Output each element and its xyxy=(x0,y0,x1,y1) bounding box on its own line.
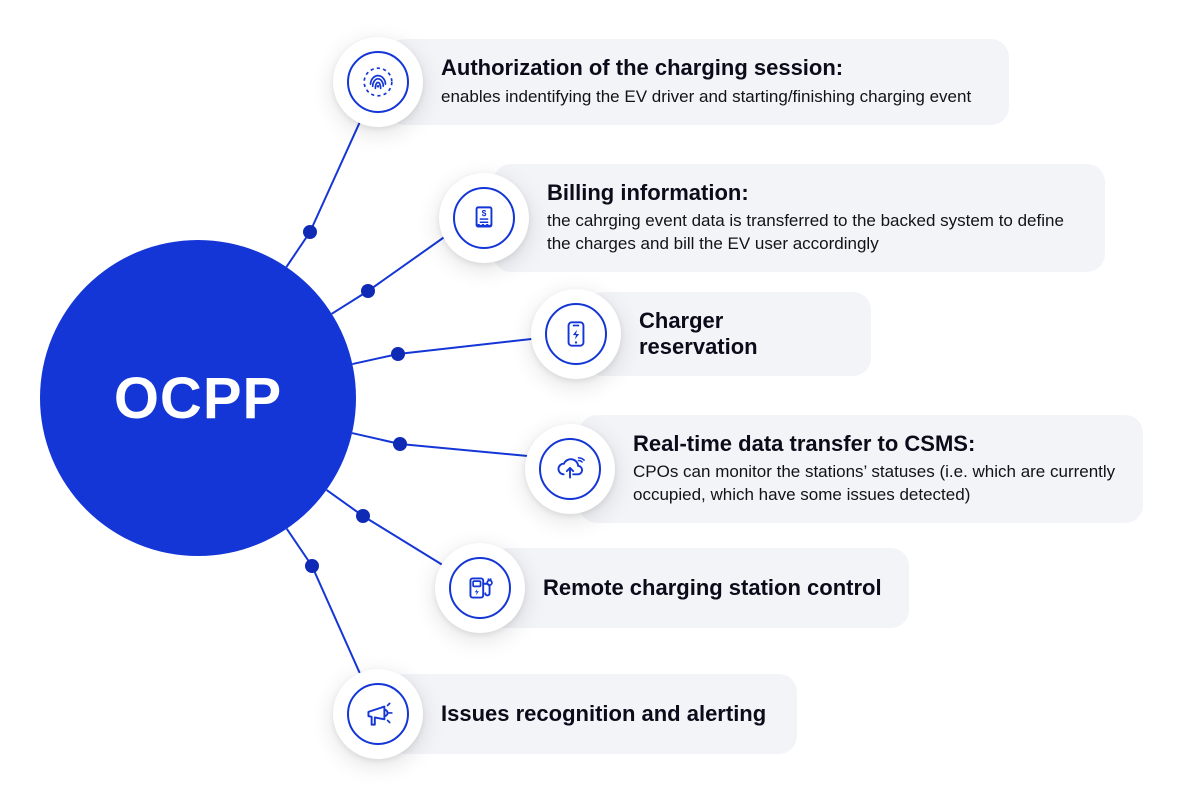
feature-card: Charger reservation xyxy=(585,292,871,377)
feature-desc: CPOs can monitor the stations’ statuses … xyxy=(633,461,1117,507)
connector-dot xyxy=(393,437,407,451)
feature-title: Charger reservation xyxy=(639,308,845,361)
feature-billing: $ Billing information: the cahrging event … xyxy=(439,164,1105,272)
feature-authorization: Authorization of the charging session: en… xyxy=(333,37,1009,127)
connector-dot xyxy=(303,225,317,239)
megaphone-icon xyxy=(333,669,423,759)
feature-title: Remote charging station control xyxy=(543,575,883,601)
feature-title: Real-time data transfer to CSMS: xyxy=(633,431,1117,457)
svg-text:$: $ xyxy=(482,208,487,218)
feature-reservation: Charger reservation xyxy=(531,289,871,379)
cloud-up-icon xyxy=(525,424,615,514)
feature-desc: enables indentifying the EV driver and s… xyxy=(441,86,983,109)
feature-title: Billing information: xyxy=(547,180,1079,206)
feature-card: Issues recognition and alerting xyxy=(387,674,797,754)
connector-dot xyxy=(305,559,319,573)
feature-title: Authorization of the charging session: xyxy=(441,55,983,81)
feature-card: Authorization of the charging session: en… xyxy=(387,39,1009,124)
feature-desc: the cahrging event data is transferred t… xyxy=(547,210,1079,256)
feature-remote: Remote charging station control xyxy=(435,543,909,633)
phone-charge-icon xyxy=(531,289,621,379)
receipt-icon: $ xyxy=(439,173,529,263)
feature-card: Remote charging station control xyxy=(489,548,909,628)
connector-dot xyxy=(391,347,405,361)
station-icon xyxy=(435,543,525,633)
ocpp-diagram: OCPP Authorization of the charging sessi… xyxy=(0,0,1201,797)
feature-card: Real-time data transfer to CSMS: CPOs can… xyxy=(579,415,1143,523)
feature-alerting: Issues recognition and alerting xyxy=(333,669,797,759)
connector-dot xyxy=(361,284,375,298)
feature-title: Issues recognition and alerting xyxy=(441,701,771,727)
feature-card: Billing information: the cahrging event d… xyxy=(493,164,1105,272)
hub-circle: OCPP xyxy=(40,240,356,556)
hub-label: OCPP xyxy=(114,365,282,432)
feature-realtime: Real-time data transfer to CSMS: CPOs can… xyxy=(525,415,1143,523)
connector-dot xyxy=(356,509,370,523)
fingerprint-icon xyxy=(333,37,423,127)
